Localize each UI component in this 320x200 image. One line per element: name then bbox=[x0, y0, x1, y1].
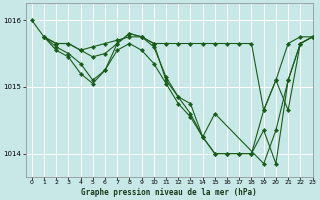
X-axis label: Graphe pression niveau de la mer (hPa): Graphe pression niveau de la mer (hPa) bbox=[81, 188, 257, 197]
